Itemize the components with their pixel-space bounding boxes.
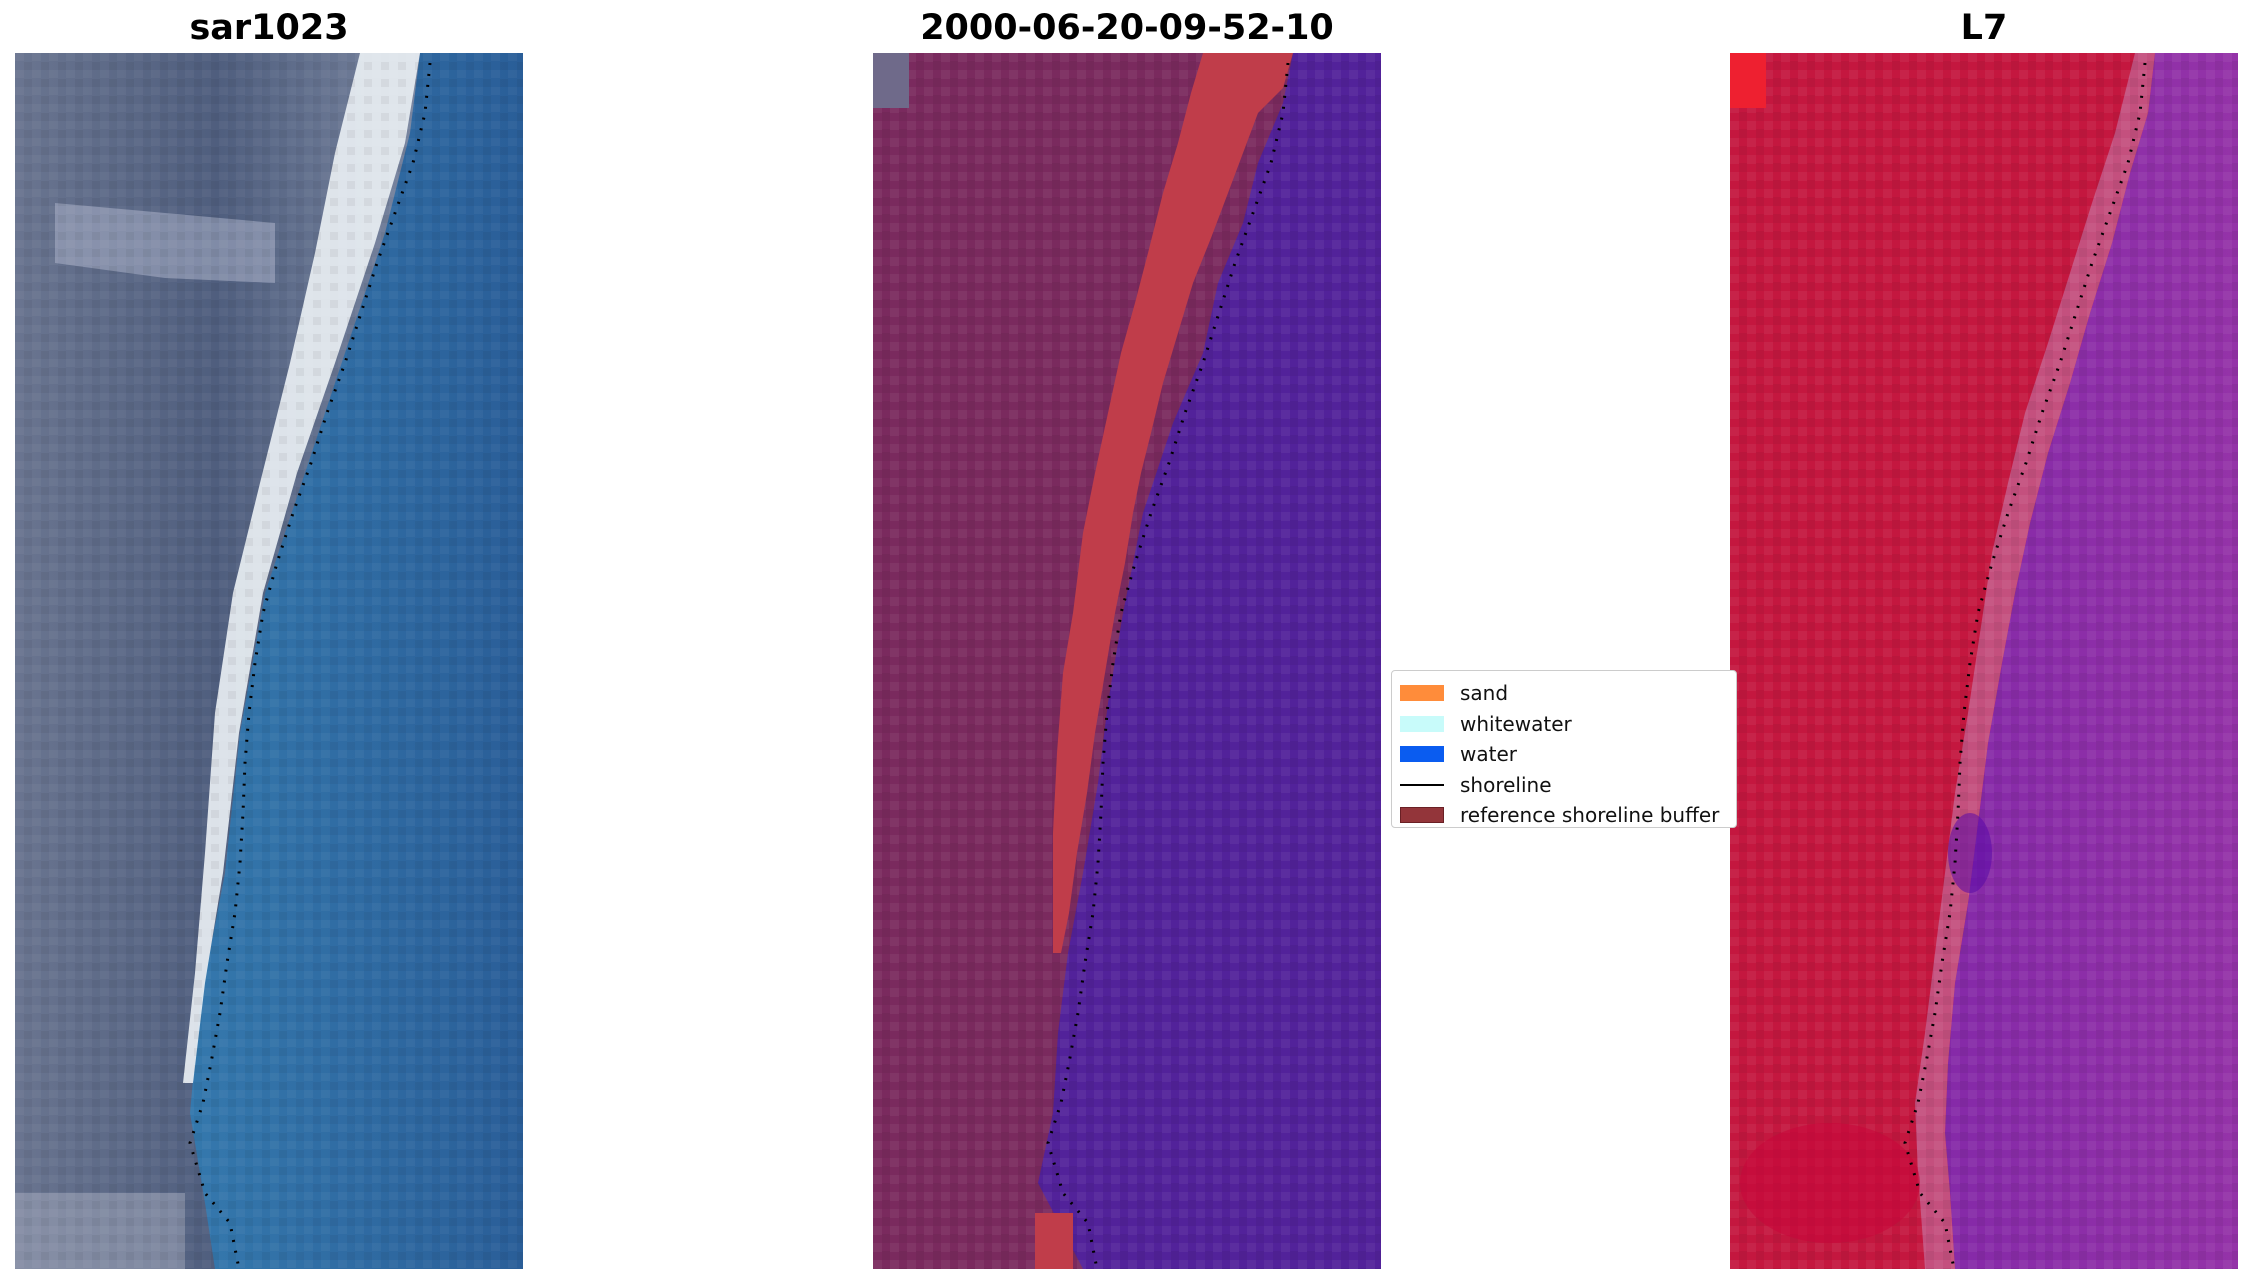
buffer-swatch (1400, 807, 1444, 824)
classification-panel (873, 53, 1381, 1269)
legend-item-water: water (1400, 739, 1736, 770)
rgb-image (15, 53, 523, 1269)
legend-item-whitewater: whitewater (1400, 709, 1736, 740)
buffer-class (1053, 53, 1293, 953)
legend-label: whitewater (1460, 711, 1572, 736)
water-swatch (1400, 746, 1444, 763)
legend-label: sand (1460, 681, 1509, 706)
panel-title-index: L7 (1960, 8, 2008, 48)
index-image (1730, 53, 2238, 1269)
legend-item-shoreline: shoreline (1400, 770, 1736, 801)
buffer-bottom (1035, 1213, 1073, 1269)
whitewater-swatch (1400, 715, 1444, 732)
legend-item-sand: sand (1400, 678, 1736, 709)
legend-label: shoreline (1460, 772, 1552, 797)
bright-corner (1730, 53, 1766, 108)
legend: sand whitewater water shoreline referenc… (1391, 670, 1737, 828)
index-panel (1730, 53, 2238, 1269)
panel-title-classification: 2000-06-20-09-52-10 (920, 8, 1334, 48)
legend-label: reference shoreline buffer (1460, 803, 1720, 828)
legend-item-buffer: reference shoreline buffer (1400, 800, 1736, 831)
legend-label: water (1460, 742, 1517, 767)
nodata-corner (873, 53, 909, 108)
rgb-image-panel (15, 53, 523, 1269)
classification-image (873, 53, 1381, 1269)
panel-title-rgb: sar1023 (189, 8, 349, 48)
shoreline-line-swatch (1400, 777, 1444, 793)
sand-swatch (1400, 685, 1444, 702)
